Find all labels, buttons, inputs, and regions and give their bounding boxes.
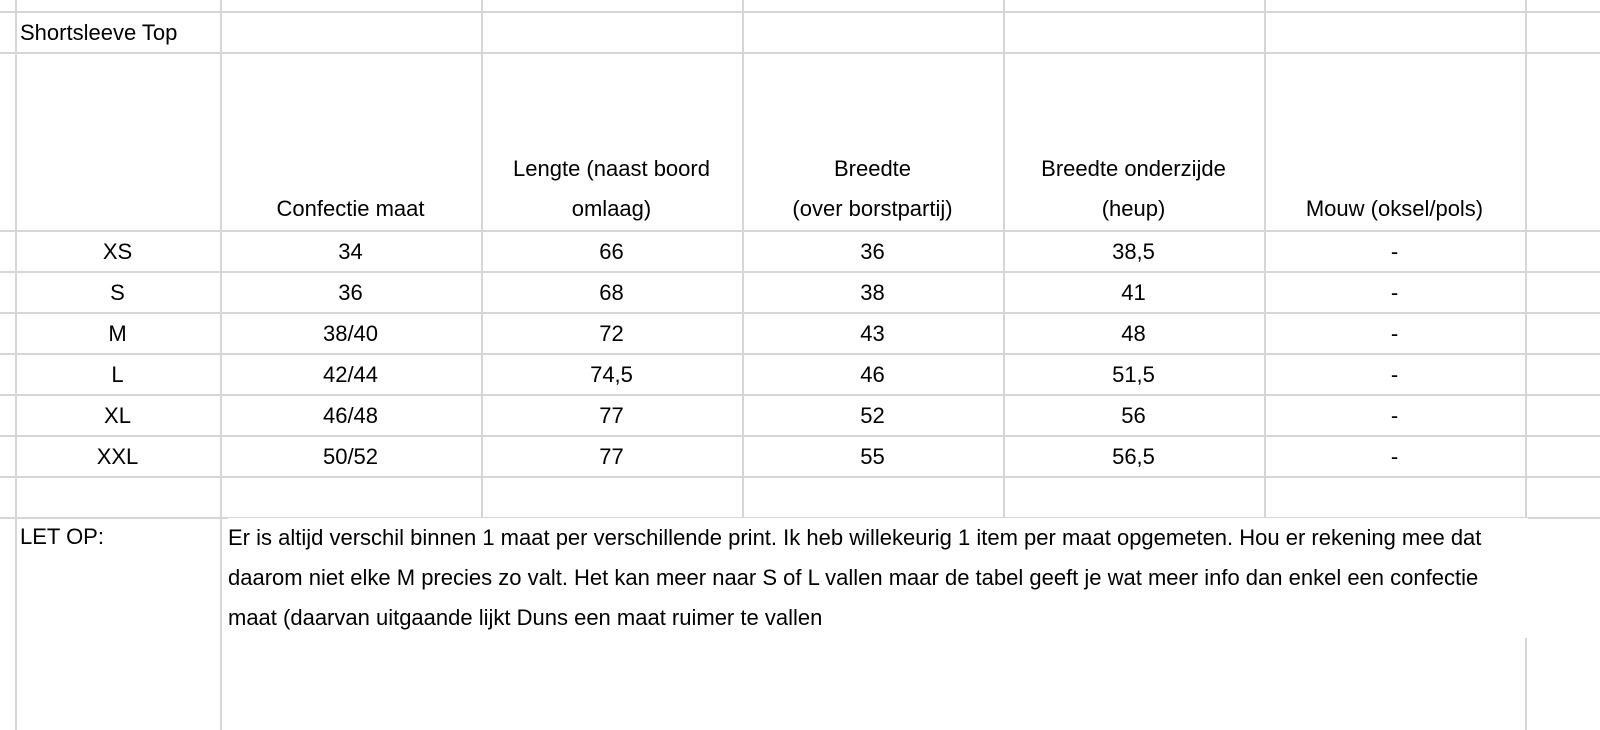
column-header[interactable]: omlaag) <box>571 196 652 221</box>
column-header[interactable]: Mouw (oksel/pols) <box>1305 196 1484 221</box>
table-cell[interactable]: 43 <box>860 321 885 346</box>
table-cell[interactable]: - <box>1390 321 1399 346</box>
table-cell[interactable]: 38,5 <box>1112 239 1155 264</box>
table-cell[interactable]: 36 <box>338 280 363 305</box>
table-cell[interactable]: - <box>1390 239 1399 264</box>
table-cell[interactable]: 46 <box>860 362 885 387</box>
gridline-vertical <box>1264 0 1266 730</box>
table-cell[interactable]: - <box>1390 280 1399 305</box>
table-cell[interactable]: 38 <box>860 280 885 305</box>
note-label[interactable]: LET OP: <box>20 524 104 549</box>
sheet-title[interactable]: Shortsleeve Top <box>20 20 178 45</box>
table-cell[interactable]: 74,5 <box>590 362 633 387</box>
gridline-horizontal <box>0 271 1600 273</box>
gridline-horizontal <box>0 52 1600 54</box>
table-cell[interactable]: - <box>1390 444 1399 469</box>
table-cell[interactable]: 66 <box>599 239 624 264</box>
column-header[interactable]: Confectie maat <box>276 196 425 221</box>
table-cell[interactable]: 41 <box>1121 280 1146 305</box>
table-cell[interactable]: - <box>1390 362 1399 387</box>
gridline-vertical <box>742 0 744 730</box>
table-cell[interactable]: 48 <box>1121 321 1146 346</box>
size-label[interactable]: XL <box>104 403 131 428</box>
gridline-vertical <box>1003 0 1005 730</box>
size-label[interactable]: S <box>110 280 125 305</box>
table-cell[interactable]: 42/44 <box>322 362 379 387</box>
gridline-vertical <box>220 0 222 730</box>
column-header[interactable]: Breedte onderzijde <box>1041 156 1226 181</box>
gridline-vertical <box>15 0 17 730</box>
table-cell[interactable]: 56,5 <box>1112 444 1155 469</box>
table-cell[interactable]: 68 <box>599 280 624 305</box>
size-label[interactable]: XS <box>102 239 133 264</box>
note-text[interactable]: Er is altijd verschil binnen 1 maat per … <box>228 518 1528 638</box>
table-cell[interactable]: 55 <box>860 444 885 469</box>
table-cell[interactable]: 34 <box>338 239 363 264</box>
gridline-horizontal <box>0 435 1600 437</box>
table-cell[interactable]: 56 <box>1121 403 1146 428</box>
size-label[interactable]: XXL <box>96 444 139 469</box>
gridline-horizontal <box>0 11 1600 13</box>
table-cell[interactable]: - <box>1390 403 1399 428</box>
table-cell[interactable]: 77 <box>599 403 624 428</box>
table-cell[interactable]: 52 <box>860 403 885 428</box>
column-header[interactable]: (heup) <box>1101 196 1166 221</box>
gridline-horizontal <box>0 353 1600 355</box>
gridline-horizontal <box>0 394 1600 396</box>
gridline-horizontal <box>0 230 1600 232</box>
table-cell[interactable]: 38/40 <box>322 321 379 346</box>
gridline-vertical <box>1525 0 1527 730</box>
table-cell[interactable]: 46/48 <box>322 403 379 428</box>
table-cell[interactable]: 51,5 <box>1112 362 1155 387</box>
size-label[interactable]: L <box>111 362 124 387</box>
gridline-vertical <box>481 0 483 730</box>
column-header[interactable]: Lengte (naast boord <box>513 156 710 181</box>
table-cell[interactable]: 50/52 <box>322 444 379 469</box>
gridline-horizontal <box>0 476 1600 478</box>
column-header[interactable]: Breedte <box>833 156 912 181</box>
size-label[interactable]: M <box>108 321 127 346</box>
column-header[interactable]: (over borstpartij) <box>792 196 953 221</box>
table-cell[interactable]: 36 <box>860 239 885 264</box>
table-cell[interactable]: 77 <box>599 444 624 469</box>
gridline-horizontal <box>0 312 1600 314</box>
table-cell[interactable]: 72 <box>599 321 624 346</box>
